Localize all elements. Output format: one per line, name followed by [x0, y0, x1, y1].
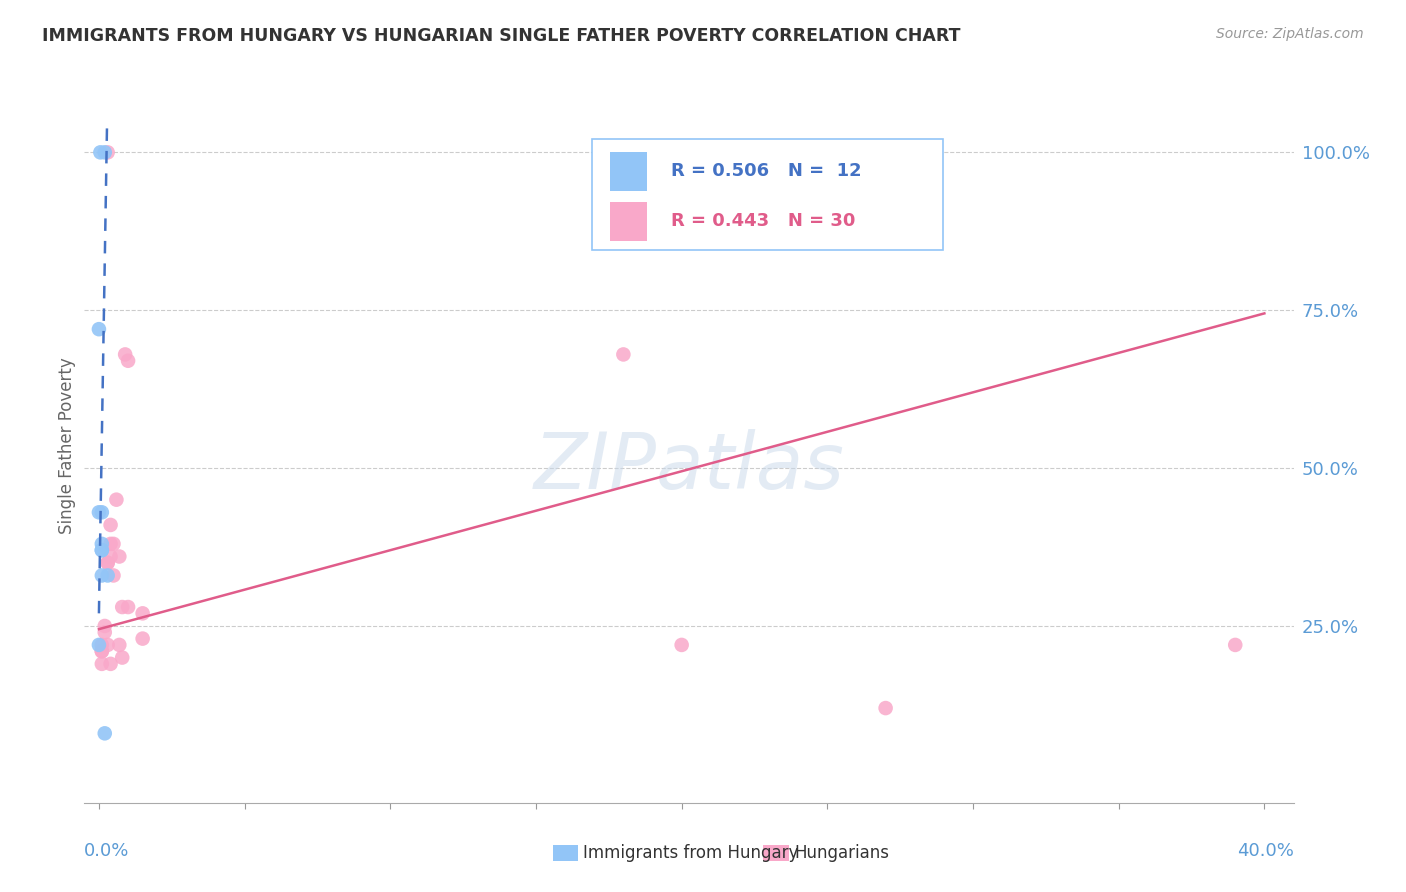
- Point: [108, 638, 131, 652]
- Point: [612, 347, 634, 361]
- Point: [87, 505, 110, 519]
- Point: [94, 625, 117, 640]
- Point: [97, 568, 120, 582]
- Point: [100, 537, 122, 551]
- Point: [111, 650, 134, 665]
- Point: [90, 505, 112, 519]
- Point: [1225, 638, 1247, 652]
- Point: [90, 537, 112, 551]
- Point: [97, 556, 120, 570]
- Point: [87, 638, 110, 652]
- Point: [94, 145, 117, 160]
- Text: IMMIGRANTS FROM HUNGARY VS HUNGARIAN SINGLE FATHER POVERTY CORRELATION CHART: IMMIGRANTS FROM HUNGARY VS HUNGARIAN SIN…: [42, 27, 960, 45]
- Point: [875, 701, 897, 715]
- Point: [90, 543, 112, 558]
- Text: Source: ZipAtlas.com: Source: ZipAtlas.com: [1216, 27, 1364, 41]
- Text: Hungarians: Hungarians: [794, 844, 890, 862]
- Text: ZIPatlas: ZIPatlas: [533, 429, 845, 506]
- Point: [90, 644, 112, 658]
- Point: [94, 726, 117, 740]
- Point: [114, 347, 136, 361]
- Point: [103, 568, 125, 582]
- Text: 40.0%: 40.0%: [1237, 842, 1294, 860]
- FancyBboxPatch shape: [592, 139, 943, 250]
- Y-axis label: Single Father Poverty: Single Father Poverty: [58, 358, 76, 534]
- Point: [90, 543, 112, 558]
- Point: [131, 607, 153, 621]
- FancyBboxPatch shape: [610, 202, 647, 241]
- Point: [90, 568, 112, 582]
- Text: Immigrants from Hungary: Immigrants from Hungary: [583, 844, 799, 862]
- Point: [97, 638, 120, 652]
- Point: [90, 657, 112, 671]
- Point: [671, 638, 693, 652]
- Text: 0.0%: 0.0%: [84, 842, 129, 860]
- Text: R = 0.506   N =  12: R = 0.506 N = 12: [671, 162, 862, 180]
- Point: [87, 322, 110, 336]
- Point: [100, 517, 122, 532]
- Point: [100, 549, 122, 564]
- Point: [97, 145, 120, 160]
- Point: [117, 600, 139, 615]
- Point: [90, 644, 112, 658]
- Point: [100, 657, 122, 671]
- Point: [117, 353, 139, 368]
- FancyBboxPatch shape: [610, 152, 647, 191]
- Point: [97, 556, 120, 570]
- Point: [89, 145, 111, 160]
- Text: R = 0.443   N = 30: R = 0.443 N = 30: [671, 212, 855, 230]
- Point: [103, 537, 125, 551]
- Point: [111, 600, 134, 615]
- Point: [90, 638, 112, 652]
- Point: [108, 549, 131, 564]
- Point: [105, 492, 128, 507]
- Point: [94, 619, 117, 633]
- Point: [131, 632, 153, 646]
